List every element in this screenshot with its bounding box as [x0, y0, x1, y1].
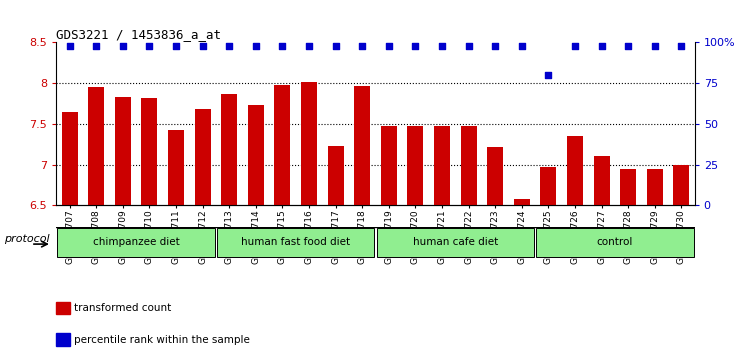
Point — [542, 72, 554, 78]
Point — [463, 43, 475, 48]
Point — [516, 43, 528, 48]
Point — [675, 43, 687, 48]
Bar — [408, 126, 424, 205]
Point — [569, 43, 581, 48]
Bar — [381, 126, 397, 205]
Point — [223, 43, 235, 48]
Point — [409, 43, 421, 48]
Bar — [327, 146, 344, 205]
Point — [383, 43, 395, 48]
Point — [64, 43, 76, 48]
Point — [90, 43, 102, 48]
Point — [356, 43, 368, 48]
Bar — [354, 86, 370, 205]
Text: chimpanzee diet: chimpanzee diet — [92, 237, 179, 247]
Point — [330, 43, 342, 48]
Bar — [541, 167, 556, 205]
Bar — [115, 97, 131, 205]
Text: human fast food diet: human fast food diet — [241, 237, 350, 247]
Bar — [195, 109, 210, 205]
Bar — [647, 169, 663, 205]
Bar — [217, 228, 375, 257]
Bar — [62, 112, 77, 205]
Point — [250, 43, 262, 48]
Point — [489, 43, 501, 48]
Point — [436, 43, 448, 48]
Point — [197, 43, 209, 48]
Bar — [514, 199, 529, 205]
Point — [276, 43, 288, 48]
Bar — [89, 87, 104, 205]
Bar — [376, 228, 534, 257]
Text: protocol: protocol — [4, 234, 50, 244]
Bar — [274, 85, 291, 205]
Point — [303, 43, 315, 48]
Bar — [567, 136, 583, 205]
Text: human cafe diet: human cafe diet — [412, 237, 498, 247]
Bar — [141, 98, 158, 205]
Point — [117, 43, 129, 48]
Text: transformed count: transformed count — [74, 303, 170, 313]
Bar — [593, 156, 610, 205]
Bar — [434, 126, 450, 205]
Point — [170, 43, 182, 48]
Bar — [301, 81, 317, 205]
Bar — [248, 105, 264, 205]
Text: GDS3221 / 1453836_a_at: GDS3221 / 1453836_a_at — [56, 28, 222, 41]
Bar — [168, 130, 184, 205]
Point — [622, 43, 634, 48]
Point — [649, 43, 661, 48]
Text: percentile rank within the sample: percentile rank within the sample — [74, 335, 249, 345]
Bar — [57, 228, 215, 257]
Point — [596, 43, 608, 48]
Point — [143, 43, 155, 48]
Bar — [536, 228, 694, 257]
Bar — [487, 147, 503, 205]
Text: control: control — [597, 237, 633, 247]
Bar — [674, 165, 689, 205]
Bar — [222, 94, 237, 205]
Bar — [460, 126, 477, 205]
Bar — [620, 169, 636, 205]
